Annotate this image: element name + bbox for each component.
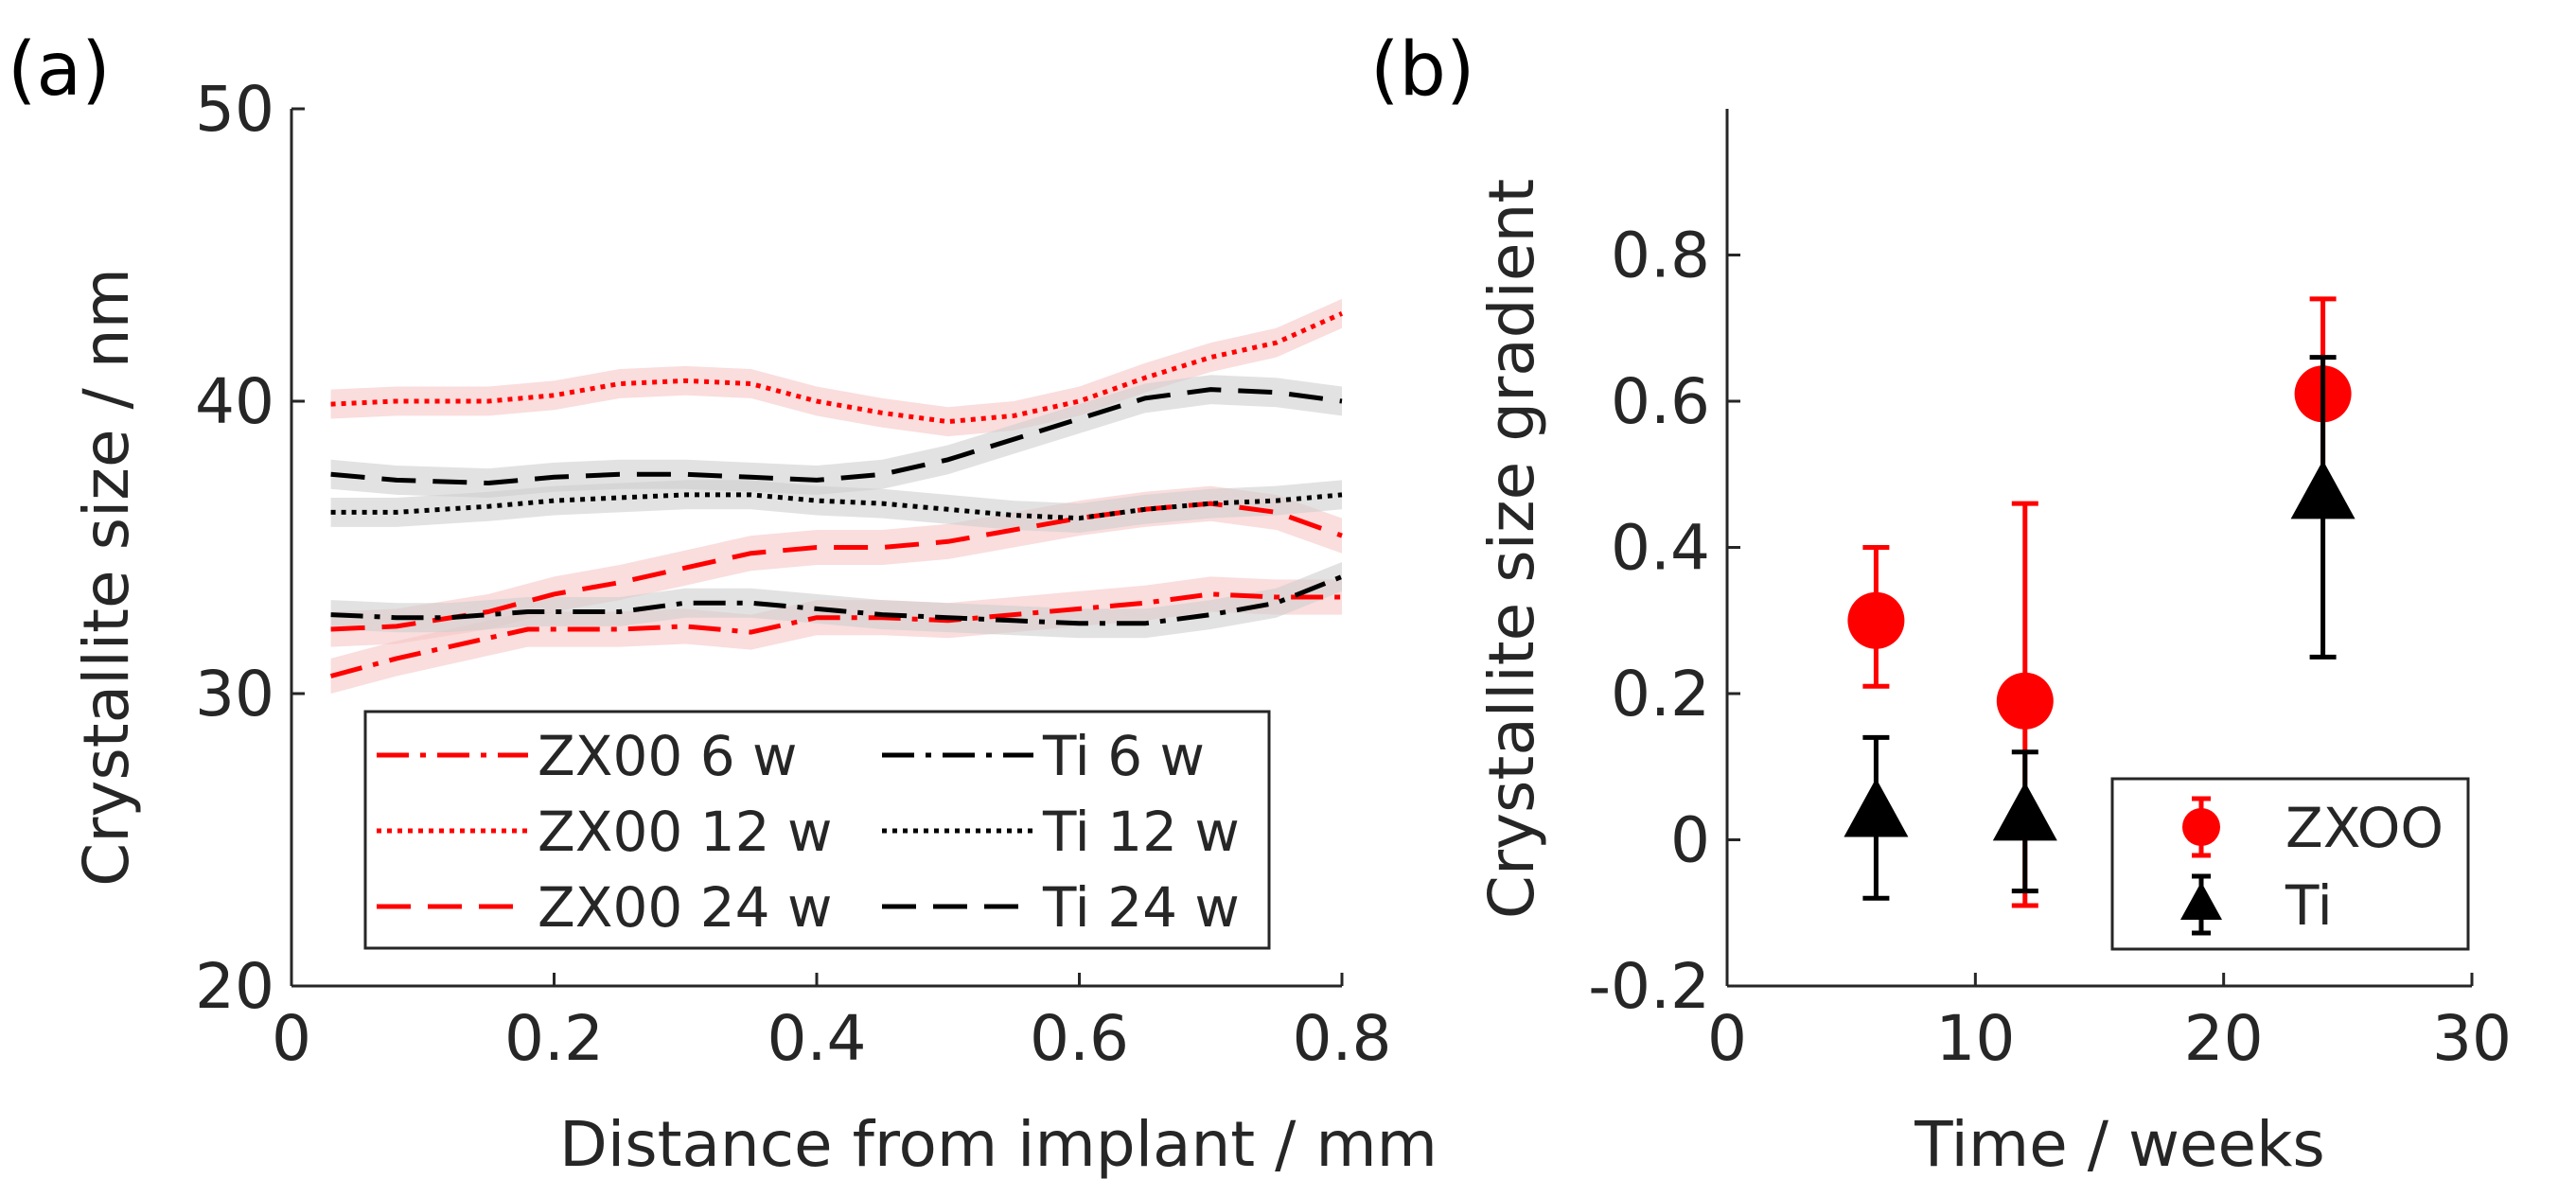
- x-tick-label: 20: [2184, 1002, 2264, 1075]
- legend-label: ZX00 6 w: [538, 724, 797, 788]
- series-line: [329, 591, 1342, 678]
- y-tick-label: 0: [1670, 804, 1710, 877]
- panel-b-legend: ZXOO Ti: [2110, 777, 2470, 951]
- data-point-triangle: [2290, 460, 2355, 519]
- panel-a-lines: [329, 311, 1344, 678]
- confidence-band: [330, 375, 1343, 498]
- x-tick-label: 0: [1707, 1002, 1747, 1075]
- data-point-circle: [1847, 591, 1905, 649]
- series-line: [330, 311, 1344, 425]
- x-tick-label: 0.2: [504, 1002, 604, 1075]
- y-tick-label: 50: [195, 73, 274, 146]
- legend-marker-circle: [2182, 808, 2220, 846]
- legend-label: Ti 6 w: [1042, 724, 1205, 788]
- x-tick-label: 30: [2432, 1002, 2512, 1075]
- panel-b-axes: 0 10 20 30-0.200.20.40.60.8: [1588, 109, 2512, 1075]
- y-tick-label: 0.2: [1611, 658, 1710, 731]
- data-point-triangle: [1992, 782, 2057, 841]
- panel-b-ylabel: Crystallite size gradient: [1475, 179, 1548, 919]
- legend-box: [2110, 777, 2470, 951]
- x-tick-label: 10: [1935, 1002, 2015, 1075]
- panel-a-ylabel: Crystallite size / nm: [70, 268, 143, 887]
- panel-a-legend: ZX00 6 w Ti 6 w ZX00 12 w Ti 12 w ZX00 24 w T…: [363, 710, 1271, 950]
- panel-a-xlabel: Distance from implant / mm: [559, 1108, 1438, 1181]
- series-line: [330, 492, 1343, 521]
- panel-a: (a) Distance from implant / mm Crystalli…: [8, 27, 1438, 1181]
- panel-b-xlabel: Time / weeks: [1914, 1108, 2325, 1181]
- x-tick-label: 0.8: [1293, 1002, 1392, 1075]
- x-tick-label: 0.4: [768, 1002, 867, 1075]
- legend-label: ZX00 24 w: [538, 875, 832, 940]
- panel-a-label: (a): [8, 27, 111, 113]
- series-line: [330, 501, 1343, 632]
- y-tick-label: 0.4: [1611, 512, 1710, 585]
- confidence-band: [330, 576, 1343, 694]
- data-point-triangle: [1844, 778, 1909, 837]
- x-tick-label: 0: [272, 1002, 311, 1075]
- panel-b-label: (b): [1370, 27, 1474, 113]
- series-line: [330, 387, 1343, 485]
- y-tick-label: 0.8: [1611, 220, 1710, 292]
- confidence-band: [330, 480, 1343, 533]
- data-point-circle: [1996, 672, 2054, 730]
- y-tick-label: 40: [195, 365, 274, 438]
- legend-label: Ti 12 w: [1042, 800, 1240, 864]
- confidence-band: [330, 562, 1343, 639]
- legend-label: Ti 24 w: [1042, 875, 1240, 940]
- panel-b-marks: [1844, 296, 2355, 908]
- x-tick-label: 0.6: [1030, 1002, 1129, 1075]
- panel-a-bands: [330, 298, 1343, 694]
- y-tick-label: 0.6: [1611, 365, 1710, 438]
- legend-label: ZX00 12 w: [538, 800, 832, 864]
- y-tick-label: 20: [195, 950, 274, 1023]
- legend-label: Ti: [2285, 873, 2333, 938]
- series-line: [330, 574, 1343, 626]
- legend-label: ZXOO: [2285, 796, 2444, 860]
- confidence-band: [330, 298, 1343, 437]
- panel-b: (b) Time / weeks Crystallite size gradie…: [1370, 27, 2512, 1181]
- y-tick-label: 30: [195, 658, 274, 731]
- panel-a-axes: 0 0.2 0.4 0.6 0.8 20 30 40 50: [195, 73, 1391, 1075]
- legend-marker-triangle: [2180, 882, 2222, 920]
- y-tick-label: -0.2: [1588, 950, 1710, 1023]
